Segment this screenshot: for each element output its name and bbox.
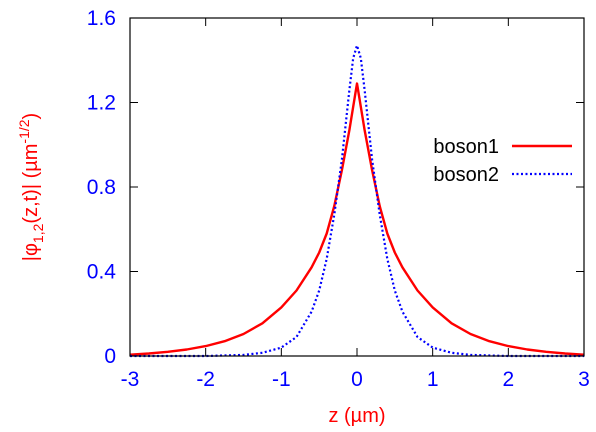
- y-axis-label-end: ): [20, 113, 42, 120]
- x-tick-label: -1: [272, 368, 291, 391]
- x-tick-label: 3: [578, 368, 590, 391]
- series-line-boson1: [129, 82, 585, 356]
- legend-label-boson1: boson1: [433, 136, 499, 158]
- y-tick-label: 1.6: [87, 7, 116, 30]
- y-axis-label: |φ1,2(z,t)| (µm-1/2): [16, 113, 46, 261]
- x-tick-label: -3: [121, 368, 140, 391]
- series-lines: [129, 44, 585, 358]
- x-tick-label: -2: [196, 368, 215, 391]
- legend: boson1 boson2: [433, 136, 572, 186]
- x-tick-label: 1: [427, 368, 439, 391]
- plot-frame: [129, 17, 585, 357]
- legend-label-boson2: boson2: [433, 164, 499, 186]
- y-axis-label-subscript: 1,2: [30, 223, 46, 243]
- y-axis-label-superscript: -1/2: [16, 119, 32, 143]
- y-tick-label: 1.2: [87, 92, 116, 115]
- x-tick-label: 2: [502, 368, 514, 391]
- y-axis-label-main: |φ: [20, 243, 42, 261]
- y-tick-label: 0: [104, 345, 116, 368]
- y-tick-label: 0.4: [87, 261, 117, 284]
- tick-labels: -3 -2 -1 0 1 2 3 0 0.4 0.8 1.2 1.6: [87, 7, 590, 391]
- x-tick-label: 0: [351, 368, 363, 391]
- y-axis-label-rest: (z,t)| (µm: [20, 144, 42, 224]
- x-axis-label: z (µm): [328, 405, 385, 427]
- tick-marks: [129, 17, 585, 357]
- series-line-boson2: [130, 44, 584, 358]
- y-tick-label: 0.8: [87, 176, 116, 199]
